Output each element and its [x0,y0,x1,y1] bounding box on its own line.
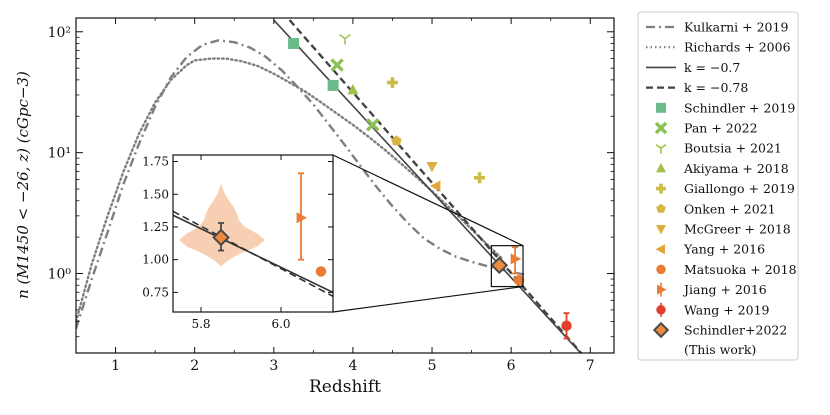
inset-y-tick-label-0.75: 0.75 [142,285,169,299]
point-akiyama-2018-0 [347,83,359,95]
legend-label-kulkarni-2019: Kulkarni + 2019 [684,20,788,35]
zoom-line-top [332,154,524,247]
point-yang-2016-0 [429,180,441,192]
legend-label-matsuoka-2018: Matsuoka + 2018 [684,262,797,277]
legend-box [637,11,799,361]
legend-swatch-schindler-2019 [656,102,666,113]
legend-swatch-akiyama-2018 [656,162,666,173]
legend-swatch-schindler-2022 [652,321,670,339]
legend-label-richards-2006: Richards + 2006 [684,40,791,55]
inset-point-jiang-2016 [296,212,307,224]
point-jiang-2016-0 [510,253,522,265]
legend-label-onken-2021: Onken + 2021 [684,201,776,216]
point-schindler-2019-1 [327,79,339,91]
inset-point-schindler-2022 [212,228,230,247]
legend-label-k-0-78: k = −0.78 [684,80,748,95]
inset-x-tick-label-5.8: 5.8 [191,317,210,331]
point-pan-2022-1 [365,118,380,132]
curve-k-0-78 [288,19,583,353]
legend-swatch-mcgreer-2018 [656,225,666,235]
inset-curve-k-0-78 [173,210,333,298]
x-axis-ticks: 1 2 3 4 5 6 7 [75,18,595,374]
legend-swatch-matsuoka-2018 [656,264,666,275]
legend-swatch-jiang-2016 [657,284,667,295]
zoom-box [490,245,524,288]
inset-violin [179,183,265,267]
x-tick-label-4: 4 [348,358,357,374]
legend-label-yang-2016: Yang + 2016 [683,242,765,257]
main-curves [76,19,583,353]
legend-label-mcgreer-2018: McGreer + 2018 [684,222,791,237]
y-axis-label: n (M1450 < −26, z) (cGpc−3) [14,71,32,299]
main-points [288,33,572,340]
inset-y-tick-label-1.5: 1.50 [142,187,169,201]
point-wang-2019-0 [561,320,572,331]
legend-swatch-wang-2019 [656,305,666,315]
x-axis-label: Redshift [309,377,381,397]
x-tick-label-3: 3 [269,358,278,374]
inset-ticks: 5.8 6.0 0.75 1.00 1.25 1.50 1.75 [142,155,333,331]
main-axes-frame [75,17,615,354]
x-tick-label-2: 2 [190,358,199,374]
legend-label-wang-2019: Wang + 2019 [684,302,770,317]
point-schindler-2022-0 [490,256,509,275]
legend-label-boutsia-2021: Boutsia + 2021 [684,141,782,156]
legend-label-schindler-2019: Schindler + 2019 [684,100,795,115]
point-pan-2022-0 [330,58,344,72]
legend-label-k-0-7: k = −0.7 [684,60,740,75]
point-schindler-2019-0 [288,37,300,49]
y-tick-label-10: 10¹ [48,146,71,162]
curve-richards-2006 [76,57,505,323]
legend-swatch-giallongo-2019 [656,183,666,194]
inset-frame [172,154,334,313]
y-tick-label-1: 10⁰ [48,267,72,283]
legend-swatch-onken-2021 [656,203,666,213]
legend-label-schindler-2022: Schindler+2022 [684,323,787,338]
zoom-connector [332,154,524,313]
legend-swatch-pan-2022 [654,121,668,135]
y-axis-ticks: 10⁰ 10¹ 10² [48,25,614,338]
legend-label-jiang-2016: Jiang + 2016 [682,282,767,297]
x-tick-label-6: 6 [507,358,516,374]
y-axis-label-text: n (M1450 < −26, z) (cGpc−3) [14,71,32,299]
point-boutsia-2021-0 [339,33,351,45]
legend-label-giallongo-2019: Giallongo + 2019 [684,181,795,196]
point-giallongo-2019-1 [474,172,485,184]
legend: Kulkarni + 2019 Richards + 2006 k = −0.7 k … [646,20,797,357]
x-tick-label-5: 5 [428,358,437,374]
x-tick-label-1: 1 [111,358,120,374]
inset-content [173,172,333,298]
inset-y-tick-label-1.25: 1.25 [142,220,169,234]
curve-k-0-7 [273,19,582,353]
inset-y-tick-label-1.75: 1.75 [142,155,169,169]
legend-label-note: (This work) [684,342,756,357]
zoom-line-bottom [332,285,524,313]
inset-point-matsuoka-2018 [315,266,327,277]
point-mcgreer-2018-0 [426,162,438,173]
legend-label-pan-2022: Pan + 2022 [684,121,758,136]
curve-kulkarni-2019 [76,39,528,329]
y-tick-label-100: 10² [48,25,71,41]
legend-swatch-yang-2016 [655,244,665,255]
x-tick-label-7: 7 [586,358,595,374]
inset-x-tick-label-6: 6.0 [271,317,290,331]
point-onken-2021-0 [391,135,402,146]
inset-y-tick-label-1: 1.00 [142,253,169,267]
legend-swatch-boutsia-2021 [655,144,667,154]
point-giallongo-2019-0 [386,77,398,89]
point-matsuoka-2018-0 [513,275,525,286]
legend-label-akiyama-2018: Akiyama + 2018 [683,161,789,176]
